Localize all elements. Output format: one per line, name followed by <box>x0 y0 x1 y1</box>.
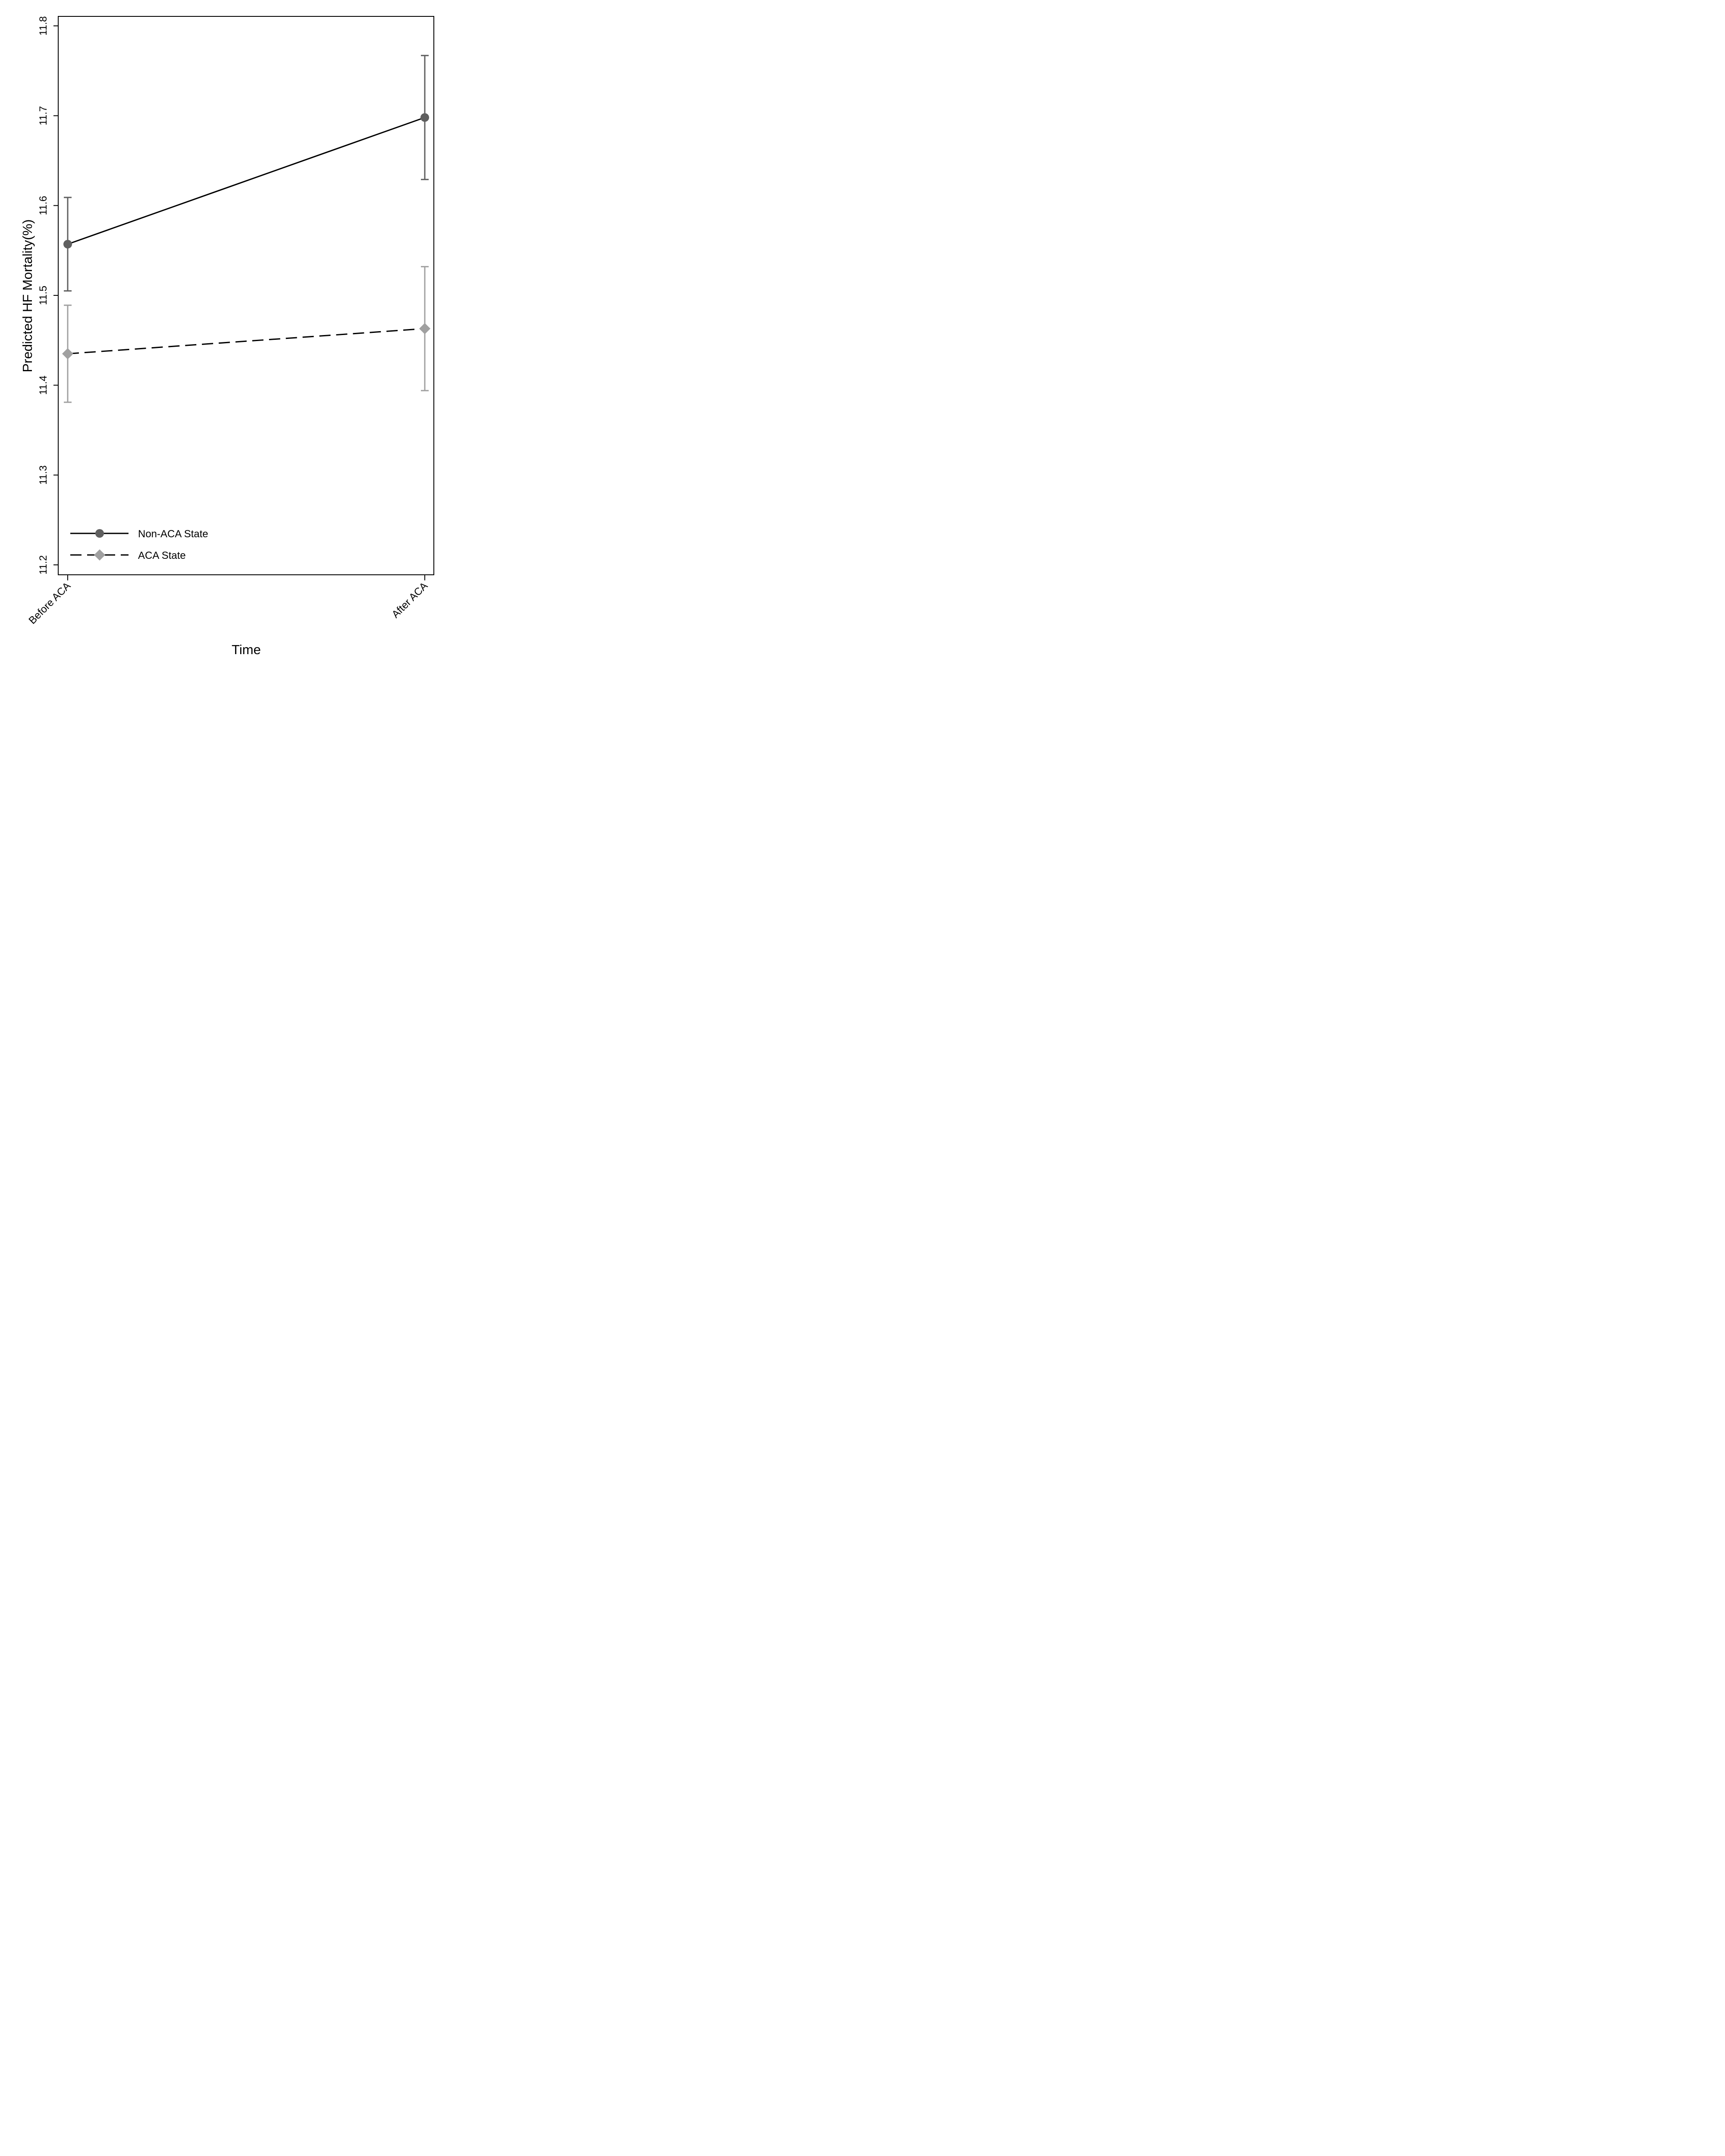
data-point <box>62 348 73 360</box>
series-non-aca-state <box>63 55 429 292</box>
legend: Non-ACA State ACA State <box>70 528 208 561</box>
chart: 11.2 11.3 11.4 11.5 11.6 11.7 11.8 Before ACA A… <box>20 16 434 657</box>
series-line <box>67 117 425 245</box>
y-tick-label: 11.2 <box>38 555 49 575</box>
y-tick-label: 11.7 <box>38 106 49 125</box>
y-tick-label: 11.3 <box>38 465 49 485</box>
y-tick-label: 11.4 <box>38 376 49 395</box>
series-aca-state <box>62 266 430 403</box>
plot-frame <box>58 16 434 575</box>
x-tick-label: After ACA <box>390 580 430 620</box>
data-point <box>420 113 429 122</box>
x-axis: Before ACA After ACA <box>26 575 430 627</box>
legend-label: ACA State <box>138 550 186 561</box>
y-tick-label: 11.5 <box>38 286 49 305</box>
legend-marker <box>94 549 105 561</box>
y-axis-title: Predicted HF Mortality(%) <box>20 219 35 373</box>
y-tick-label: 11.6 <box>38 196 49 215</box>
y-axis: 11.2 11.3 11.4 11.5 11.6 11.7 11.8 <box>38 16 58 575</box>
legend-marker <box>95 529 104 538</box>
data-point <box>63 240 72 249</box>
x-tick-label: Before ACA <box>26 580 73 627</box>
series-line <box>67 328 425 354</box>
x-axis-title: Time <box>232 642 261 657</box>
y-tick-label: 11.8 <box>38 16 49 36</box>
plot-area <box>62 55 430 403</box>
legend-label: Non-ACA State <box>138 528 208 540</box>
data-point <box>419 323 430 335</box>
